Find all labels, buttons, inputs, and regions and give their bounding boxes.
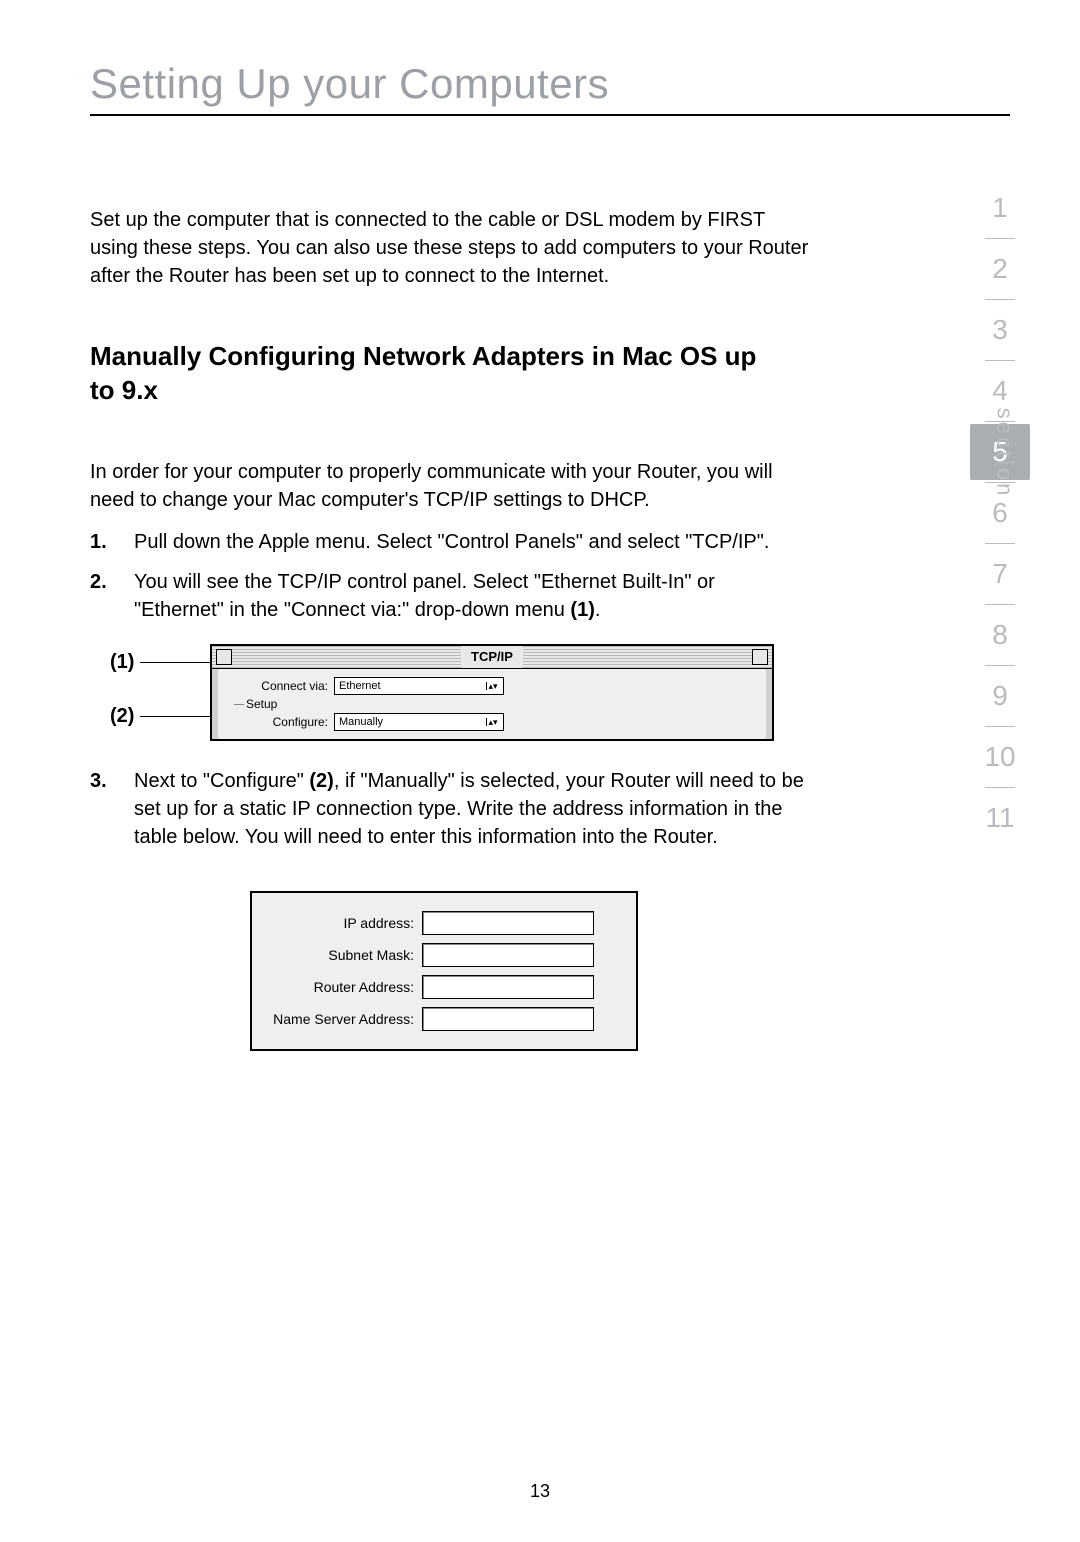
- callout-labels: (1) (2): [110, 644, 210, 732]
- section-nav-item-7[interactable]: 7: [970, 546, 1030, 602]
- step-text-b: .: [595, 599, 601, 621]
- configure-dropdown[interactable]: Manually ▴▾: [334, 713, 504, 731]
- ip-row-dns: Name Server Address:: [264, 1007, 624, 1031]
- section-nav: section 1234567891011: [970, 180, 1030, 846]
- step-number: 2.: [90, 568, 134, 624]
- subnet-mask-input[interactable]: [422, 943, 594, 967]
- tcpip-title: TCP/IP: [461, 646, 523, 668]
- step-text-a: Next to "Configure": [134, 770, 309, 792]
- step-text: Next to "Configure" (2), if "Manually" i…: [134, 767, 810, 851]
- nav-separator: [985, 299, 1015, 300]
- lead-in-paragraph: In order for your computer to properly c…: [90, 458, 810, 514]
- ip-row-router: Router Address:: [264, 975, 624, 999]
- section-subheading: Manually Configuring Network Adapters in…: [90, 340, 770, 408]
- ip-row-ip: IP address:: [264, 911, 624, 935]
- title-rule: [90, 114, 1010, 116]
- steps-list: 1. Pull down the Apple menu. Select "Con…: [90, 528, 810, 624]
- tcpip-body: Connect via: Ethernet ▴▾ Setup Configure…: [212, 669, 772, 739]
- router-address-label: Router Address:: [264, 979, 422, 995]
- tcpip-titlebar: TCP/IP: [212, 646, 772, 669]
- ip-address-label: IP address:: [264, 915, 422, 931]
- router-address-input[interactable]: [422, 975, 594, 999]
- step-text: Pull down the Apple menu. Select "Contro…: [134, 528, 810, 556]
- name-server-label: Name Server Address:: [264, 1011, 422, 1027]
- page-title: Setting Up your Computers: [90, 60, 1010, 108]
- section-nav-item-10[interactable]: 10: [970, 729, 1030, 785]
- step-text-a: You will see the TCP/IP control panel. S…: [134, 571, 715, 621]
- callout-ref-1: (1): [570, 599, 594, 621]
- name-server-input[interactable]: [422, 1007, 594, 1031]
- intro-paragraph: Set up the computer that is connected to…: [90, 206, 810, 290]
- nav-separator: [985, 787, 1015, 788]
- section-nav-item-8[interactable]: 8: [970, 607, 1030, 663]
- configure-row: Configure: Manually ▴▾: [228, 713, 756, 731]
- tcpip-panel: TCP/IP Connect via: Ethernet ▴▾ Setup Co…: [210, 644, 774, 741]
- close-icon[interactable]: [216, 649, 232, 665]
- nav-separator: [985, 726, 1015, 727]
- step-number: 3.: [90, 767, 134, 851]
- setup-fieldset-label: Setup: [246, 697, 756, 711]
- section-nav-label: section: [992, 408, 1018, 499]
- step-text: You will see the TCP/IP control panel. S…: [134, 568, 810, 624]
- section-nav-item-3[interactable]: 3: [970, 302, 1030, 358]
- configure-value: Manually: [339, 716, 383, 728]
- callout-1: (1): [110, 648, 210, 678]
- callout-2: (2): [110, 702, 210, 732]
- step-number: 1.: [90, 528, 134, 556]
- section-nav-item-9[interactable]: 9: [970, 668, 1030, 724]
- section-nav-item-11[interactable]: 11: [970, 790, 1030, 846]
- zoom-icon[interactable]: [752, 649, 768, 665]
- document-page: Setting Up your Computers Set up the com…: [0, 0, 1080, 1542]
- configure-label: Configure:: [228, 715, 334, 729]
- callout-1-label: (1): [110, 651, 134, 674]
- step-3: 3. Next to "Configure" (2), if "Manually…: [90, 767, 810, 851]
- page-number: 13: [0, 1481, 1080, 1502]
- ip-row-subnet: Subnet Mask:: [264, 943, 624, 967]
- section-nav-item-2[interactable]: 2: [970, 241, 1030, 297]
- connect-via-label: Connect via:: [228, 679, 334, 693]
- subnet-mask-label: Subnet Mask:: [264, 947, 422, 963]
- nav-separator: [985, 238, 1015, 239]
- dropdown-arrows-icon: ▴▾: [486, 682, 499, 690]
- tcpip-figure: (1) (2) TCP/IP Connect via: Ethernet ▴▾: [110, 644, 1010, 741]
- dropdown-arrows-icon: ▴▾: [486, 718, 499, 726]
- nav-separator: [985, 360, 1015, 361]
- connect-via-row: Connect via: Ethernet ▴▾: [228, 677, 756, 695]
- nav-separator: [985, 543, 1015, 544]
- callout-ref-2: (2): [309, 770, 333, 792]
- step-1: 1. Pull down the Apple menu. Select "Con…: [90, 528, 810, 556]
- steps-list-cont: 3. Next to "Configure" (2), if "Manually…: [90, 767, 810, 851]
- ip-address-input[interactable]: [422, 911, 594, 935]
- ip-address-table: IP address: Subnet Mask: Router Address:…: [250, 891, 638, 1051]
- nav-separator: [985, 604, 1015, 605]
- nav-separator: [985, 665, 1015, 666]
- connect-via-value: Ethernet: [339, 680, 381, 692]
- step-2: 2. You will see the TCP/IP control panel…: [90, 568, 810, 624]
- callout-2-label: (2): [110, 705, 134, 728]
- connect-via-dropdown[interactable]: Ethernet ▴▾: [334, 677, 504, 695]
- section-nav-item-1[interactable]: 1: [970, 180, 1030, 236]
